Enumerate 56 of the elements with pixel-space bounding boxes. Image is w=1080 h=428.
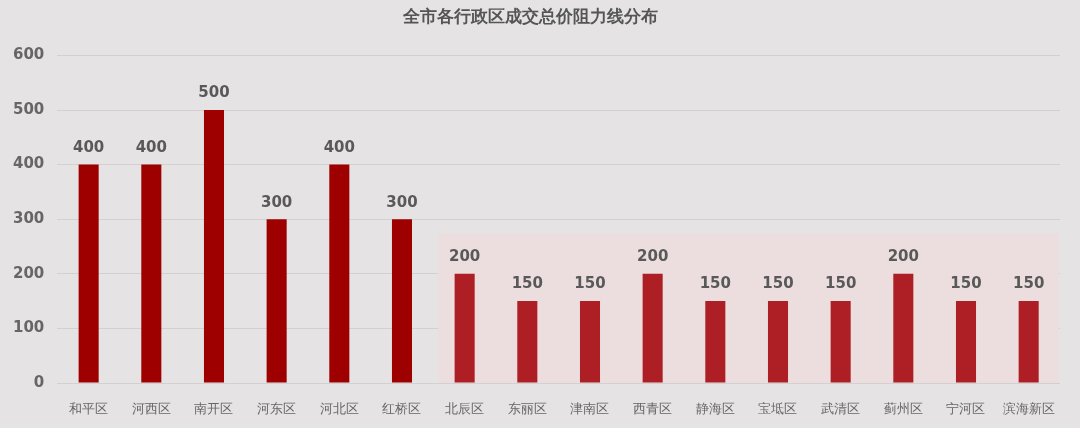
data-label: 500 [198, 83, 230, 102]
x-tick-label: 和平区 [69, 401, 109, 417]
bar [141, 164, 162, 383]
bar [893, 273, 914, 383]
bar [329, 164, 350, 383]
bar [266, 219, 287, 383]
bar [642, 273, 663, 383]
bar [830, 301, 851, 383]
x-tick-label: 宝坻区 [758, 401, 798, 417]
y-tick-label: 400 [13, 154, 45, 173]
bar [203, 110, 225, 383]
y-tick-label: 100 [13, 318, 45, 337]
bar [579, 301, 601, 383]
data-label: 150 [574, 274, 606, 293]
x-tick-label: 津南区 [570, 401, 610, 417]
data-label: 150 [762, 274, 794, 293]
x-tick-label: 河西区 [131, 401, 171, 417]
bar [78, 164, 99, 383]
x-tick-label: 东丽区 [507, 401, 547, 417]
y-tick-label: 0 [33, 372, 45, 391]
x-tick-label: 西青区 [633, 401, 673, 417]
data-label: 200 [449, 247, 481, 266]
data-label: 400 [323, 137, 355, 156]
data-label: 200 [637, 247, 669, 266]
x-tick-label: 北辰区 [445, 401, 485, 417]
data-label: 300 [386, 192, 418, 211]
data-label: 400 [135, 137, 167, 156]
x-tick-label: 河北区 [319, 401, 359, 417]
data-label: 150 [1013, 274, 1045, 293]
x-tick-label: 南开区 [194, 401, 234, 417]
bar [955, 301, 977, 383]
x-tick-label: 滨海新区 [1002, 401, 1055, 417]
data-label: 200 [887, 247, 919, 266]
chart-title: 全市各行政区成交总价阻力线分布 [401, 5, 658, 26]
x-tick-label: 河东区 [257, 401, 297, 417]
data-label: 150 [699, 274, 731, 293]
bar [1018, 301, 1039, 383]
bar [391, 219, 413, 383]
data-label: 150 [825, 274, 857, 293]
y-tick-label: 200 [13, 263, 45, 282]
data-label: 150 [950, 274, 982, 293]
data-label: 150 [511, 274, 543, 293]
x-tick-label: 武清区 [821, 401, 861, 417]
data-label: 300 [260, 192, 293, 211]
bar [705, 301, 726, 383]
x-tick-label: 红桥区 [382, 401, 422, 417]
bar [767, 301, 789, 383]
x-tick-label: 静海区 [695, 401, 735, 417]
y-tick-label: 600 [13, 45, 45, 64]
bar [454, 273, 475, 383]
x-tick-label: 蓟州区 [883, 401, 923, 417]
y-tick-label: 300 [13, 209, 45, 228]
y-tick-label: 500 [13, 99, 45, 118]
data-label: 400 [72, 137, 105, 156]
bar [517, 301, 538, 383]
x-tick-label: 宁河区 [946, 401, 986, 417]
